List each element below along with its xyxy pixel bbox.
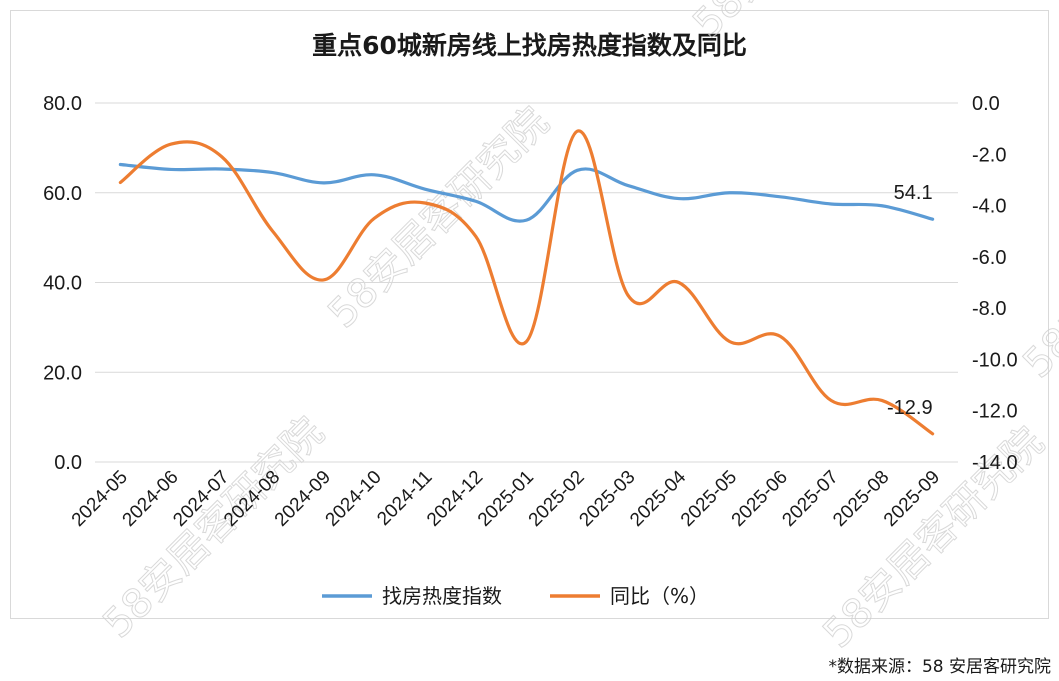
y-left-tick-label: 20.0 bbox=[43, 362, 82, 384]
y-left-tick-label: 80.0 bbox=[43, 93, 82, 115]
series-line-0 bbox=[118, 162, 935, 223]
legend-label-1: 同比（%） bbox=[610, 584, 709, 608]
y-right-tick-label: -2.0 bbox=[972, 144, 1006, 166]
x-tick-label: 2025-07 bbox=[778, 467, 842, 531]
y-right-tick-label: -12.0 bbox=[972, 401, 1018, 423]
y-left-tick-label: 60.0 bbox=[43, 183, 82, 205]
x-tick-label: 2025-05 bbox=[677, 467, 741, 531]
watermark-4: 58安居客研究院 bbox=[1015, 149, 1059, 387]
chart-frame bbox=[10, 10, 1049, 619]
x-tick-label: 2024-10 bbox=[322, 467, 386, 531]
x-tick-label: 2025-03 bbox=[575, 467, 639, 531]
y-right-tick-label: -6.0 bbox=[972, 247, 1006, 269]
y-left-tick-label: 40.0 bbox=[43, 273, 82, 295]
x-tick-label: 2025-06 bbox=[728, 467, 792, 531]
y-left-tick-label: 0.0 bbox=[54, 452, 82, 474]
legend-label-0: 找房热度指数 bbox=[382, 584, 502, 608]
source-note: *数据来源：58 安居客研究院 bbox=[828, 657, 1051, 677]
y-right-tick-label: 0.0 bbox=[972, 93, 1000, 115]
y-right-tick-label: -14.0 bbox=[972, 452, 1018, 474]
x-tick-label: 2024-05 bbox=[68, 467, 132, 531]
data-label: 54.1 bbox=[894, 182, 933, 204]
x-tick-label: 2025-01 bbox=[474, 467, 538, 531]
series-line-1 bbox=[118, 129, 935, 436]
y-right-tick-label: -8.0 bbox=[972, 298, 1006, 320]
watermark-1: 58安居客研究院 bbox=[320, 99, 558, 337]
x-tick-label: 2025-02 bbox=[525, 467, 589, 531]
x-tick-label: 2024-12 bbox=[423, 467, 487, 531]
y-right-tick-label: -4.0 bbox=[972, 196, 1006, 218]
y-right-tick-label: -10.0 bbox=[972, 349, 1018, 371]
chart-title: 重点60城新房线上找房热度指数及同比 bbox=[312, 31, 747, 60]
x-tick-label: 2025-08 bbox=[829, 467, 893, 531]
data-label: -12.9 bbox=[887, 397, 933, 419]
watermark-2: 58安居客研究院 bbox=[685, 0, 923, 47]
x-tick-label: 2024-06 bbox=[119, 467, 183, 531]
